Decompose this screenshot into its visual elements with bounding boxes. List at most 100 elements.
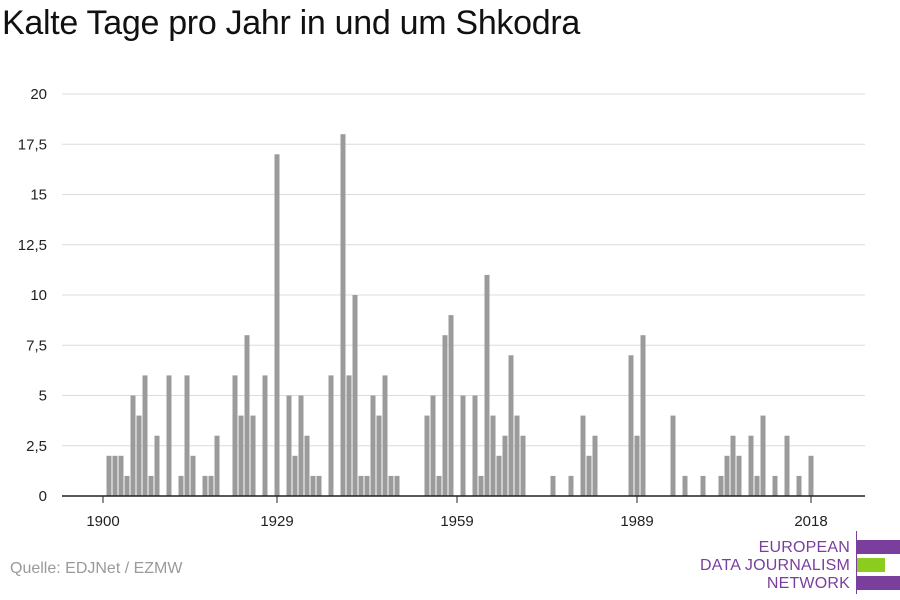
bar <box>730 435 736 496</box>
bar <box>580 415 586 496</box>
bar <box>382 375 388 496</box>
bar <box>214 435 220 496</box>
bar <box>760 415 766 496</box>
bar <box>502 435 508 496</box>
logo-text-line-3: NETWORK <box>766 575 850 592</box>
x-tick-label: 1989 <box>620 513 653 530</box>
bar <box>286 395 292 496</box>
bar <box>238 415 244 496</box>
y-tick-label: 0 <box>39 488 47 505</box>
bar <box>682 475 688 496</box>
bar <box>634 435 640 496</box>
bar <box>640 335 646 496</box>
bar <box>358 475 364 496</box>
source-note: Quelle: EDJNet / EZMW <box>10 560 183 577</box>
bar <box>748 435 754 496</box>
bars <box>106 134 814 497</box>
bar <box>784 435 790 496</box>
bar <box>190 455 196 496</box>
bar <box>304 435 310 496</box>
bar <box>376 415 382 496</box>
bar <box>310 475 316 496</box>
bar <box>460 395 466 496</box>
x-tick-label: 1929 <box>260 513 293 530</box>
bar <box>388 475 394 496</box>
bar <box>430 395 436 496</box>
logo-bar-middle <box>857 558 885 572</box>
bar <box>436 475 442 496</box>
logo-divider <box>856 531 857 594</box>
bar <box>490 415 496 496</box>
bar <box>394 475 400 496</box>
bar <box>364 475 370 496</box>
bar <box>292 455 298 496</box>
bar <box>718 475 724 496</box>
bar <box>424 415 430 496</box>
bar <box>298 395 304 496</box>
bar <box>106 455 112 496</box>
bar <box>124 475 130 496</box>
x-tick-label: 2018 <box>794 513 827 530</box>
bar <box>136 415 142 496</box>
logo-text-line-2: DATA JOURNALISM <box>700 557 850 574</box>
bar <box>340 134 346 496</box>
bar <box>184 375 190 496</box>
bar <box>772 475 778 496</box>
bar <box>508 355 514 496</box>
x-axis: 1900 1929 1959 1989 2018 <box>62 495 865 530</box>
bar <box>808 455 814 496</box>
bar <box>142 375 148 496</box>
logo-bar-top <box>857 540 900 554</box>
y-tick-label: 12,5 <box>18 237 47 254</box>
bar <box>262 375 268 496</box>
bar <box>154 435 160 496</box>
bar <box>112 455 118 496</box>
y-tick-label: 7,5 <box>26 337 47 354</box>
bar <box>232 375 238 496</box>
bar <box>346 375 352 496</box>
bar <box>724 455 730 496</box>
bar <box>352 295 358 496</box>
grid-lines <box>62 93 865 447</box>
bar <box>370 395 376 496</box>
edjnet-logo: EUROPEAN DATA JOURNALISM NETWORK <box>700 531 900 594</box>
bar <box>520 435 526 496</box>
bar <box>496 455 502 496</box>
y-tick-label: 17,5 <box>18 136 47 153</box>
bar <box>328 375 334 496</box>
y-tick-label: 10 <box>30 287 47 304</box>
bar <box>118 455 124 496</box>
bar <box>550 475 556 496</box>
bar <box>178 475 184 496</box>
bar <box>448 315 454 496</box>
bar <box>514 415 520 496</box>
bar <box>130 395 136 496</box>
logo-bar-bottom <box>857 576 900 590</box>
bar <box>244 335 250 496</box>
bar <box>700 475 706 496</box>
bar <box>472 395 478 496</box>
bar <box>166 375 172 496</box>
logo-text-line-1: EUROPEAN <box>758 539 850 556</box>
bar <box>148 475 154 496</box>
bar <box>478 475 484 496</box>
y-tick-label: 20 <box>30 86 47 103</box>
bar <box>442 335 448 496</box>
x-tick-label: 1900 <box>86 513 119 530</box>
bar <box>736 455 742 496</box>
bar <box>202 475 208 496</box>
bar <box>208 475 214 496</box>
y-tick-label: 2,5 <box>26 438 47 455</box>
bar <box>592 435 598 496</box>
bar <box>568 475 574 496</box>
bar <box>484 274 490 496</box>
bar <box>274 154 280 497</box>
y-tick-label: 5 <box>39 388 47 405</box>
bar <box>796 475 802 496</box>
bar <box>628 355 634 496</box>
bar <box>754 475 760 496</box>
x-tick-label: 1959 <box>440 513 473 530</box>
y-tick-label: 15 <box>30 187 47 204</box>
chart-title: Kalte Tage pro Jahr in und um Shkodra <box>2 4 580 42</box>
